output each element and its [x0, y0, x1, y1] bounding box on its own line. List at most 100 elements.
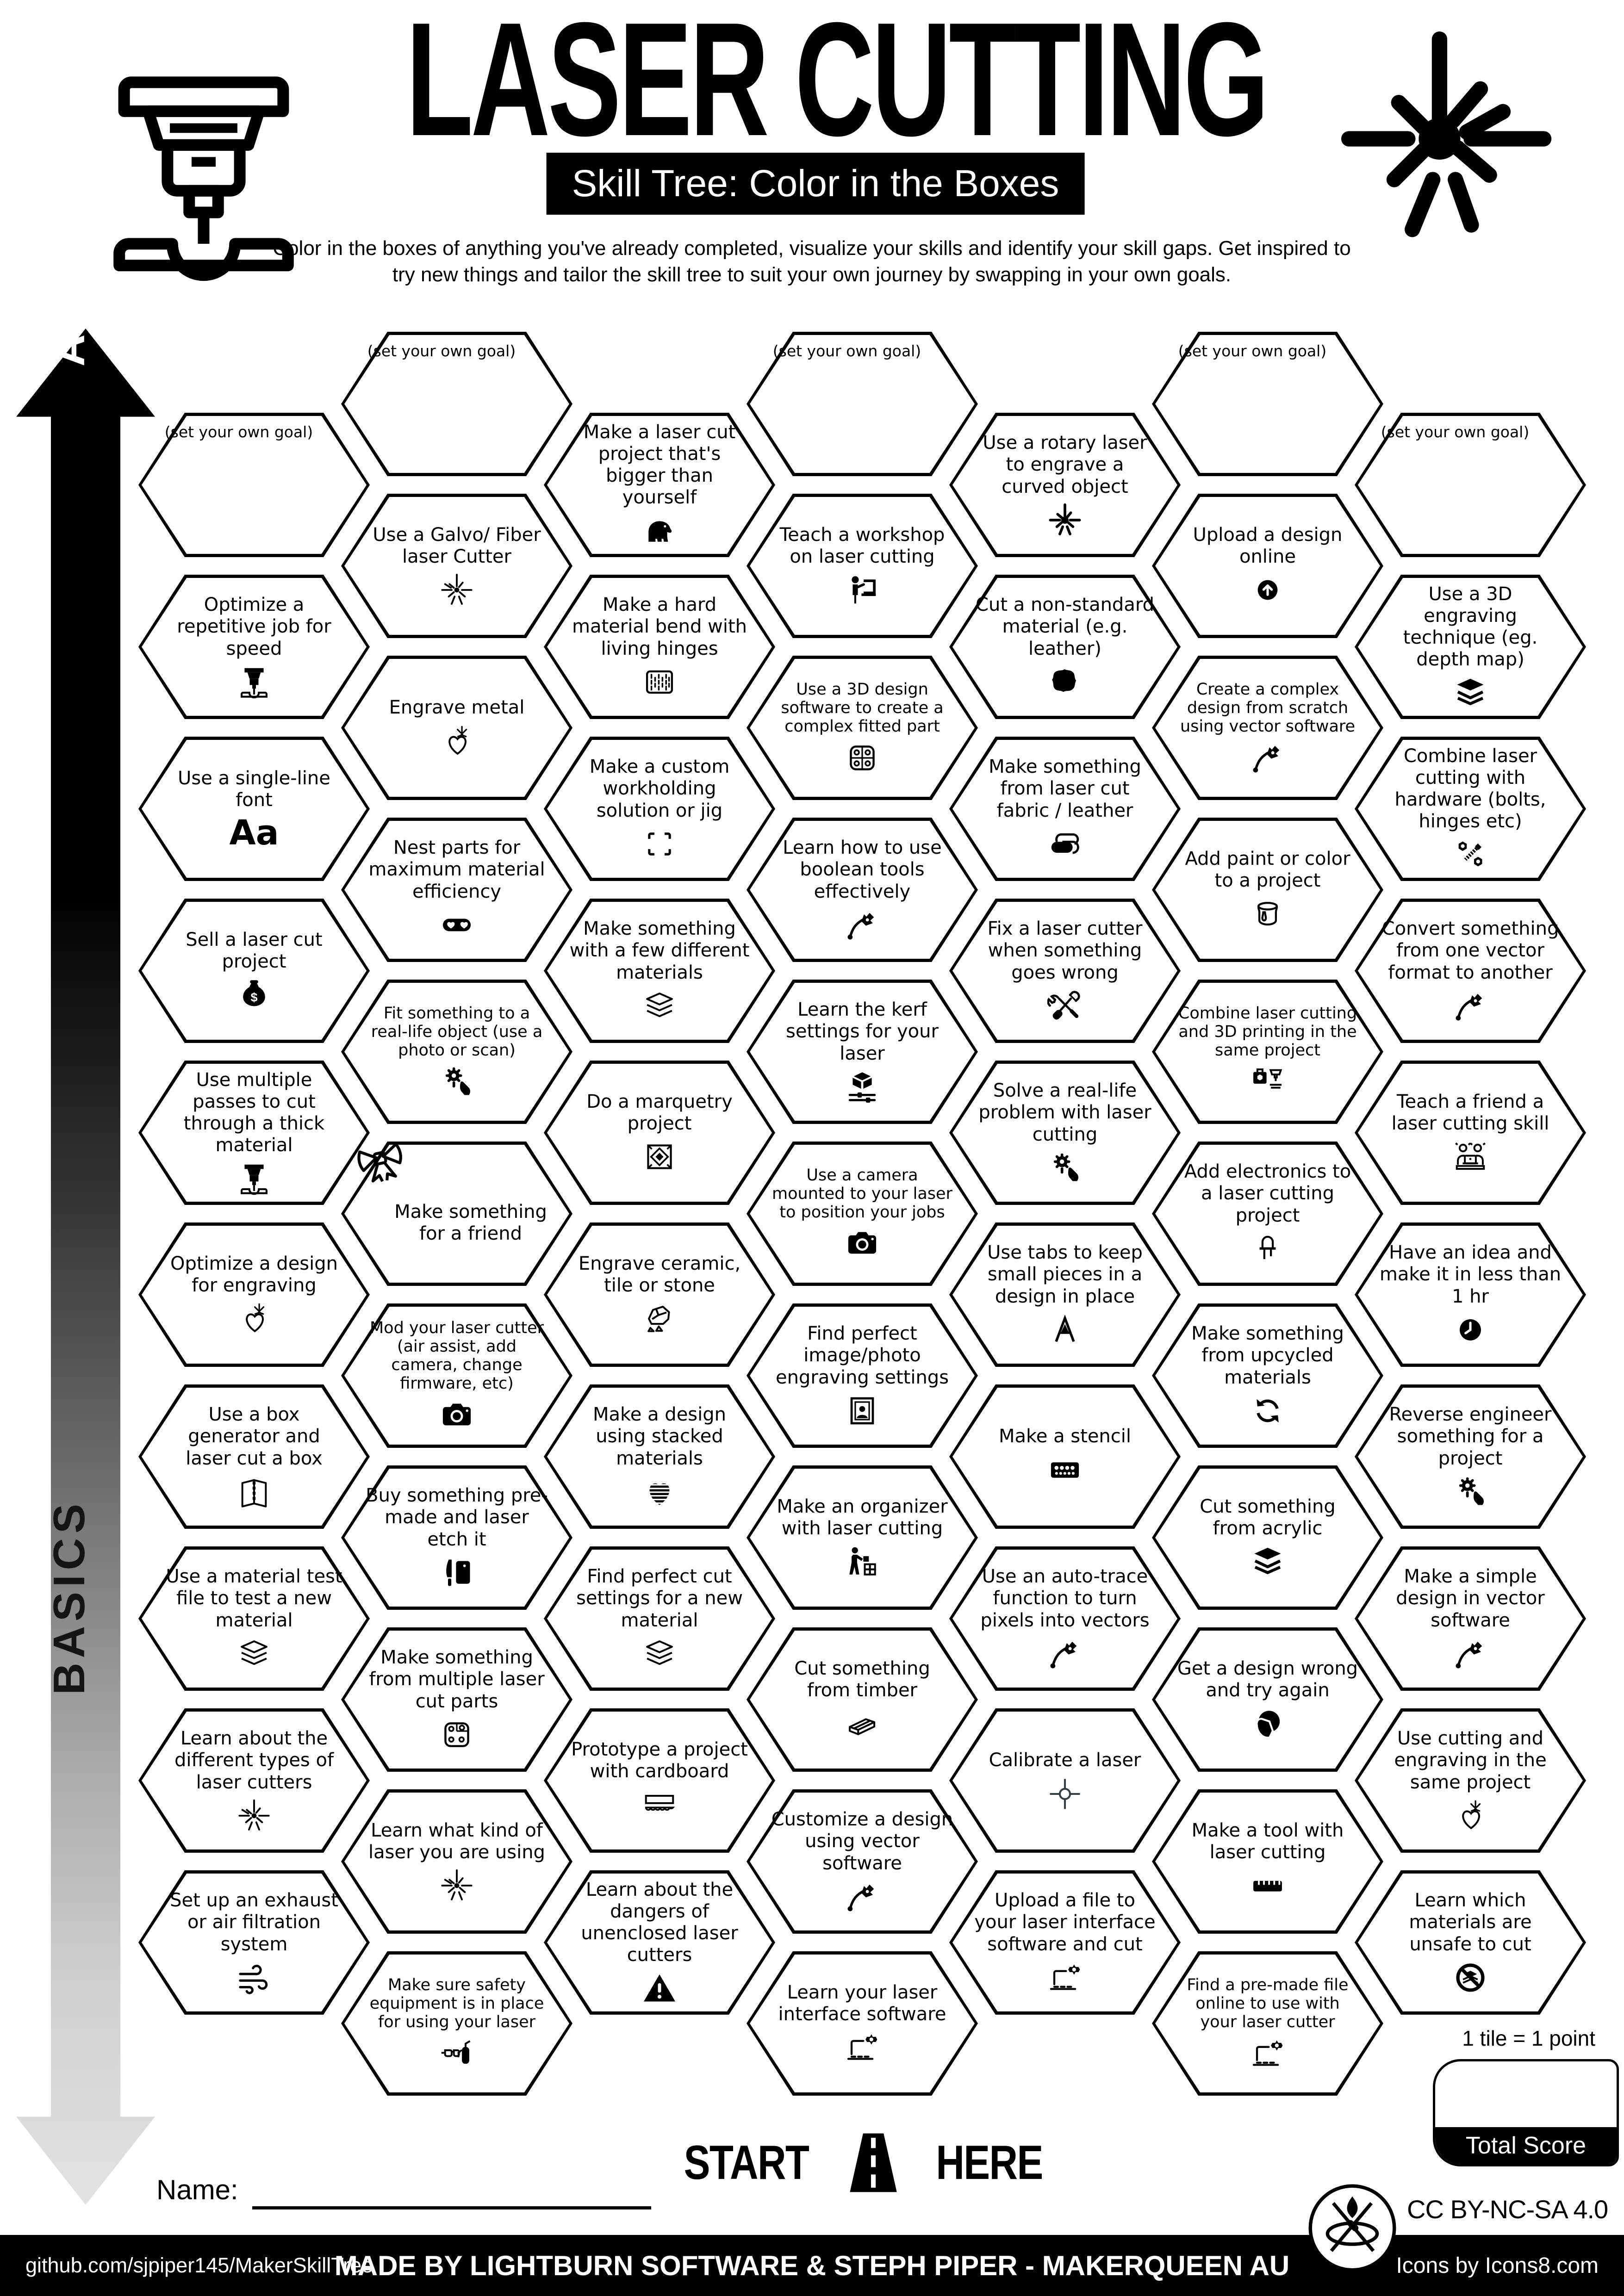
- hex-fill[interactable]: [142, 740, 367, 878]
- hex-fill[interactable]: [1358, 416, 1583, 554]
- hex-fill[interactable]: [952, 1550, 1177, 1688]
- skill-tile[interactable]: Teach a friend a laser cutting skill: [1355, 1061, 1586, 1205]
- skill-tile[interactable]: (set your own goal): [747, 332, 978, 476]
- hex-fill[interactable]: [952, 1226, 1177, 1364]
- skill-tile[interactable]: (set your own goal): [1355, 413, 1586, 557]
- skill-tile[interactable]: Use tabs to keep small pieces in a desig…: [949, 1222, 1181, 1367]
- skill-tile[interactable]: Learn the kerf settings for your laser: [747, 980, 978, 1124]
- skill-tile[interactable]: Use multiple passes to cut through a thi…: [138, 1061, 370, 1205]
- hex-fill[interactable]: [344, 1469, 569, 1607]
- skill-tile[interactable]: Add electronics to a laser cutting proje…: [1152, 1142, 1383, 1286]
- hex-fill[interactable]: [750, 1793, 975, 1930]
- skill-tile[interactable]: Learn what kind of laser you are using: [341, 1789, 572, 1934]
- skill-tile[interactable]: Make a simple design in vector software: [1355, 1546, 1586, 1691]
- skill-tile[interactable]: Upload a design online: [1152, 494, 1383, 638]
- hex-fill[interactable]: [750, 1631, 975, 1769]
- hex-fill[interactable]: [1358, 578, 1583, 716]
- hex-fill[interactable]: [1358, 1226, 1583, 1364]
- skill-tile[interactable]: Learn about the different types of laser…: [138, 1708, 370, 1853]
- hex-fill[interactable]: [952, 740, 1177, 878]
- hex-fill[interactable]: [1155, 1631, 1380, 1769]
- hex-fill[interactable]: [547, 740, 772, 878]
- skill-tile[interactable]: Use a rotary laser to engrave a curved o…: [949, 413, 1181, 557]
- skill-tile[interactable]: Learn about the dangers of unenclosed la…: [544, 1870, 775, 2015]
- skill-tile[interactable]: Use an auto-trace function to turn pixel…: [949, 1546, 1181, 1691]
- hex-fill[interactable]: [952, 1064, 1177, 1202]
- skill-tile[interactable]: Find perfect cut settings for a new mate…: [544, 1546, 775, 1691]
- skill-tile[interactable]: (set your own goal): [138, 413, 370, 557]
- skill-tile[interactable]: Get a design wrong and try again: [1152, 1627, 1383, 1772]
- hex-fill[interactable]: [344, 1793, 569, 1930]
- hex-fill[interactable]: [750, 1469, 975, 1607]
- skill-tile[interactable]: Make something with a few different mate…: [544, 899, 775, 1043]
- hex-fill[interactable]: [547, 1226, 772, 1364]
- skill-tile[interactable]: Make something for a friend: [341, 1142, 572, 1286]
- hex-fill[interactable]: [1155, 1145, 1380, 1283]
- skill-tile[interactable]: Use a Galvo/ Fiber laser Cutter: [341, 494, 572, 638]
- skill-tile[interactable]: Make a laser cut project that's bigger t…: [544, 413, 775, 557]
- hex-fill[interactable]: [1155, 335, 1380, 473]
- hex-fill[interactable]: [1358, 902, 1583, 1040]
- skill-tile[interactable]: (set your own goal): [1152, 332, 1383, 476]
- hex-fill[interactable]: [344, 335, 569, 473]
- hex-fill[interactable]: [952, 578, 1177, 716]
- hex-fill[interactable]: [142, 1712, 367, 1849]
- hex-fill[interactable]: [142, 1874, 367, 2011]
- skill-tile[interactable]: Combine laser cutting and 3D printing in…: [1152, 980, 1383, 1124]
- skill-tile[interactable]: Fix a laser cutter when something goes w…: [949, 899, 1181, 1043]
- skill-tile[interactable]: Make something from upcycled materials: [1152, 1303, 1383, 1448]
- hex-fill[interactable]: [1358, 1388, 1583, 1526]
- skill-tile[interactable]: Sell a laser cut project $: [138, 899, 370, 1043]
- skill-tile[interactable]: Set up an exhaust or air filtration syst…: [138, 1870, 370, 2015]
- hex-fill[interactable]: [1155, 659, 1380, 797]
- skill-tile[interactable]: Combine laser cutting with hardware (bol…: [1355, 737, 1586, 881]
- skill-tile[interactable]: Customize a design using vector software: [747, 1789, 978, 1934]
- skill-tile[interactable]: Optimize a design for engraving: [138, 1222, 370, 1367]
- skill-tile[interactable]: Mod your laser cutter (air assist, add c…: [341, 1303, 572, 1448]
- skill-tile[interactable]: Upload a file to your laser interface so…: [949, 1870, 1181, 2015]
- skill-tile[interactable]: Make something from laser cut fabric / l…: [949, 737, 1181, 881]
- skill-tile[interactable]: Make a hard material bend with living hi…: [544, 575, 775, 719]
- hex-fill[interactable]: [952, 902, 1177, 1040]
- skill-tile[interactable]: Learn which materials are unsafe to cut: [1355, 1870, 1586, 2015]
- skill-tile[interactable]: Cut something from acrylic: [1152, 1465, 1383, 1610]
- hex-fill[interactable]: [344, 659, 569, 797]
- skill-tile[interactable]: Cut something from timber: [747, 1627, 978, 1772]
- skill-tile[interactable]: Use a single-line font Aa: [138, 737, 370, 881]
- hex-fill[interactable]: [750, 497, 975, 635]
- hex-fill[interactable]: [547, 1064, 772, 1202]
- hex-fill[interactable]: [344, 497, 569, 635]
- hex-fill[interactable]: [1155, 1793, 1380, 1930]
- footer-repo-link[interactable]: github.com/sjpiper145/MakerSkillTree: [25, 2253, 373, 2277]
- skill-tile[interactable]: Calibrate a laser: [949, 1708, 1181, 1853]
- skill-tile[interactable]: Convert something from one vector format…: [1355, 899, 1586, 1043]
- skill-tile[interactable]: Prototype a project with cardboard: [544, 1708, 775, 1853]
- hex-fill[interactable]: [142, 416, 367, 554]
- skill-tile[interactable]: Optimize a repetitive job for speed: [138, 575, 370, 719]
- hex-fill[interactable]: [750, 335, 975, 473]
- skill-tile[interactable]: Find perfect image/photo engraving setti…: [747, 1303, 978, 1448]
- skill-tile[interactable]: (set your own goal): [341, 332, 572, 476]
- skill-tile[interactable]: Have an idea and make it in less than 1 …: [1355, 1222, 1586, 1367]
- skill-tile[interactable]: Make sure safety equipment is in place f…: [341, 1951, 572, 2096]
- hex-fill[interactable]: [1155, 821, 1380, 959]
- hex-fill[interactable]: [750, 983, 975, 1121]
- hex-fill[interactable]: [1358, 1064, 1583, 1202]
- skill-tile[interactable]: Fit something to a real-life object (use…: [341, 980, 572, 1124]
- hex-fill[interactable]: [750, 659, 975, 797]
- hex-fill[interactable]: [547, 1388, 772, 1526]
- skill-tile[interactable]: Make a custom workholding solution or ji…: [544, 737, 775, 881]
- footer-icons-credit[interactable]: Icons by Icons8.com: [1396, 2253, 1599, 2278]
- skill-tile[interactable]: Use a material test file to test a new m…: [138, 1546, 370, 1691]
- skill-tile[interactable]: Use a camera mounted to your laser to po…: [747, 1142, 978, 1286]
- skill-tile[interactable]: Engrave metal: [341, 656, 572, 800]
- skill-tile[interactable]: Teach a workshop on laser cutting: [747, 494, 978, 638]
- hex-fill[interactable]: [344, 1955, 569, 2092]
- name-input-line[interactable]: [252, 2206, 651, 2209]
- skill-tile[interactable]: Nest parts for maximum material efficien…: [341, 818, 572, 962]
- hex-fill[interactable]: [1155, 1469, 1380, 1607]
- skill-tile[interactable]: Learn how to use boolean tools effective…: [747, 818, 978, 962]
- skill-tile[interactable]: Use a 3D engraving technique (eg. depth …: [1355, 575, 1586, 719]
- hex-fill[interactable]: [750, 1145, 975, 1283]
- skill-tile[interactable]: Do a marquetry project: [544, 1061, 775, 1205]
